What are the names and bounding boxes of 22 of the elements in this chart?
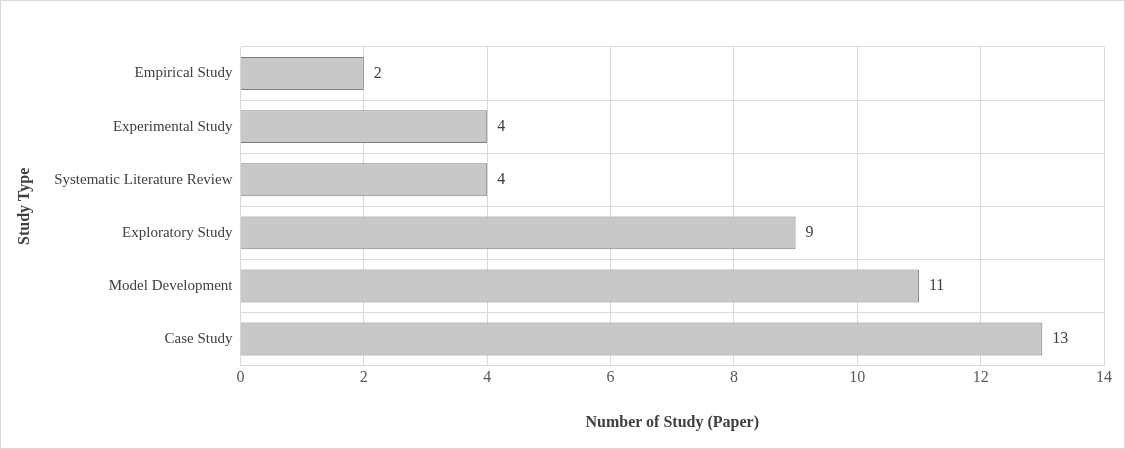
x-tick-label: 10 [849,368,866,386]
y-tick-label: Exploratory Study [122,223,233,240]
x-tick-label: 12 [972,368,989,386]
x-tick-label: 0 [236,368,245,386]
y-tick-label: Model Development [108,276,234,293]
x-tick-label: 8 [729,368,738,386]
data-label: 11 [928,276,945,294]
y-tick-label: Experimental Study [112,117,233,134]
data-label: 4 [497,116,506,134]
data-label: 4 [497,169,506,187]
y-tick-label: Empirical Study [134,64,233,81]
x-tick-label: 14 [1096,368,1112,386]
x-tick-label: 2 [359,368,368,386]
y-tick-label: Systematic Literature Review [54,170,233,187]
y-tick-label: Case Study [164,329,233,346]
data-label: 9 [805,223,814,241]
y-axis-title: Study Type [14,167,33,245]
data-label: 2 [373,63,382,81]
x-axis-title: Number of Study (Paper) [585,412,759,431]
data-label: 13 [1052,329,1069,347]
x-tick-label: 6 [606,368,615,386]
x-tick-label: 4 [483,368,492,386]
